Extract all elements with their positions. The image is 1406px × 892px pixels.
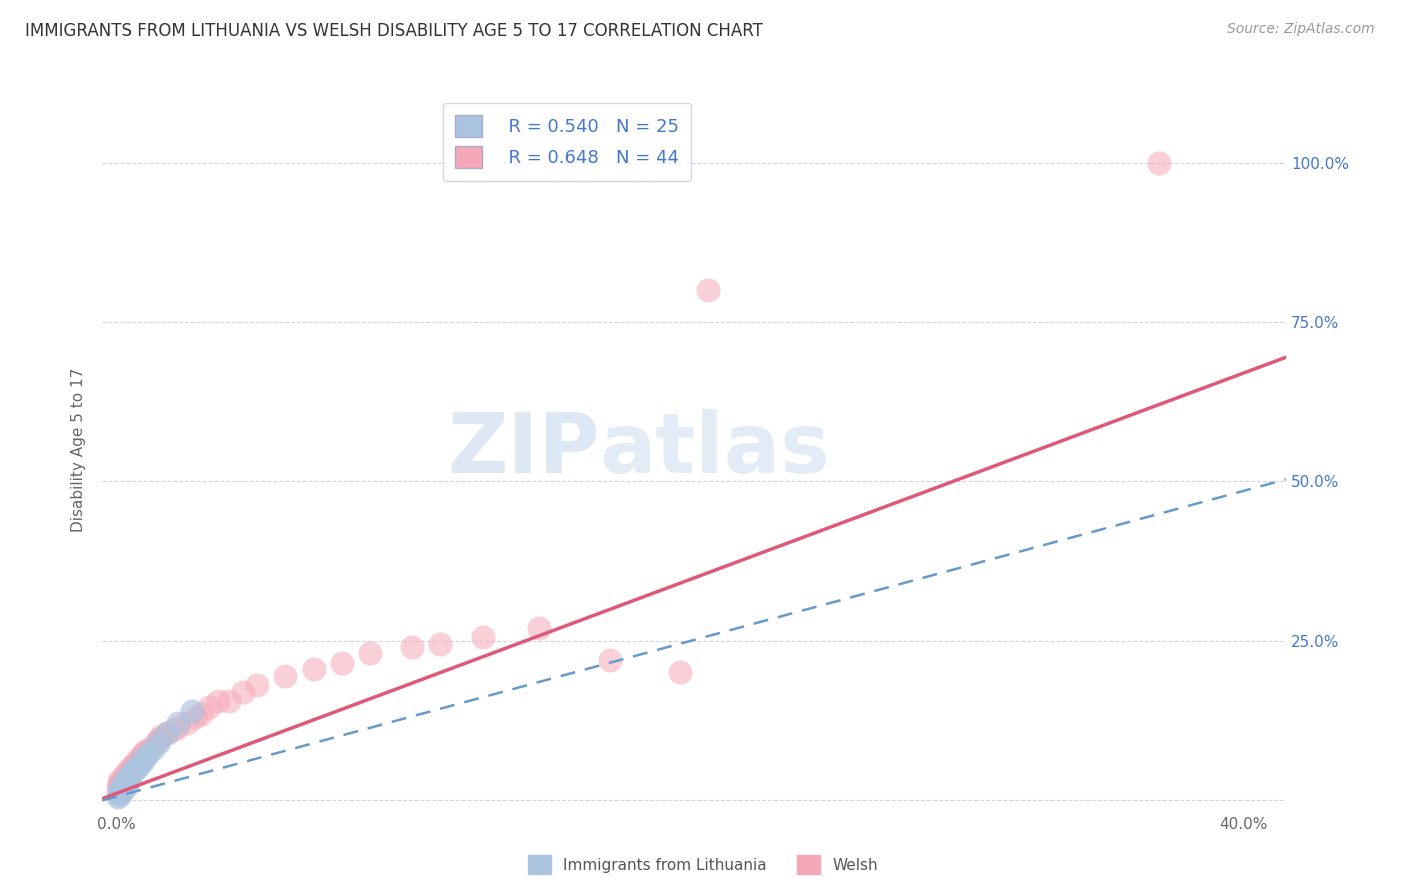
Point xyxy=(181,704,204,718)
Point xyxy=(111,779,134,793)
Point xyxy=(111,781,134,796)
Point xyxy=(117,775,139,789)
Point xyxy=(134,751,156,765)
Point xyxy=(134,745,156,759)
Point xyxy=(107,789,129,804)
Point xyxy=(429,637,451,651)
Text: atlas: atlas xyxy=(599,409,830,490)
Point xyxy=(120,761,142,775)
Point xyxy=(198,700,221,714)
Point xyxy=(162,723,184,737)
Point xyxy=(125,755,148,769)
Point xyxy=(136,748,159,763)
Point xyxy=(401,640,423,654)
Point xyxy=(108,773,131,788)
Point xyxy=(111,783,134,797)
Point xyxy=(207,694,229,708)
Point xyxy=(114,777,136,791)
Point xyxy=(120,767,142,781)
Point xyxy=(108,788,131,802)
Point xyxy=(108,785,131,799)
Point xyxy=(114,773,136,788)
Point xyxy=(122,764,145,778)
Point xyxy=(117,771,139,785)
Point xyxy=(122,757,145,772)
Point xyxy=(218,694,240,708)
Point xyxy=(128,751,150,765)
Point xyxy=(330,656,353,670)
Point xyxy=(150,729,173,743)
Point xyxy=(120,767,142,781)
Legend:   R = 0.540   N = 25,   R = 0.648   N = 44: R = 0.540 N = 25, R = 0.648 N = 44 xyxy=(443,103,692,181)
Point xyxy=(111,771,134,785)
Point xyxy=(148,735,170,749)
Point xyxy=(145,735,167,749)
Point xyxy=(302,662,325,676)
Point xyxy=(110,786,132,800)
Point xyxy=(232,684,254,698)
Point xyxy=(131,755,153,769)
Point xyxy=(669,665,692,680)
Point xyxy=(176,716,198,731)
Point xyxy=(167,720,190,734)
Point xyxy=(125,762,148,776)
Point xyxy=(190,706,212,721)
Point xyxy=(359,646,381,660)
Point xyxy=(114,781,136,796)
Point xyxy=(142,742,165,756)
Point xyxy=(156,726,179,740)
Point xyxy=(156,726,179,740)
Point xyxy=(107,780,129,794)
Legend: Immigrants from Lithuania, Welsh: Immigrants from Lithuania, Welsh xyxy=(522,849,884,880)
Point xyxy=(274,668,297,682)
Point xyxy=(114,773,136,788)
Point xyxy=(128,757,150,772)
Point xyxy=(167,716,190,731)
Point xyxy=(111,777,134,791)
Point xyxy=(471,631,494,645)
Point xyxy=(527,621,550,635)
Text: Source: ZipAtlas.com: Source: ZipAtlas.com xyxy=(1227,22,1375,37)
Point xyxy=(117,764,139,778)
Point xyxy=(139,742,162,756)
Point xyxy=(148,732,170,747)
Text: IMMIGRANTS FROM LITHUANIA VS WELSH DISABILITY AGE 5 TO 17 CORRELATION CHART: IMMIGRANTS FROM LITHUANIA VS WELSH DISAB… xyxy=(25,22,763,40)
Point xyxy=(114,767,136,781)
Point xyxy=(117,771,139,785)
Point xyxy=(108,777,131,791)
Point xyxy=(131,748,153,763)
Point xyxy=(697,283,720,297)
Point xyxy=(120,772,142,787)
Text: ZIP: ZIP xyxy=(447,409,599,490)
Point xyxy=(246,678,269,692)
Point xyxy=(1147,156,1170,170)
Point xyxy=(184,710,207,724)
Y-axis label: Disability Age 5 to 17: Disability Age 5 to 17 xyxy=(72,368,86,532)
Point xyxy=(136,743,159,757)
Point xyxy=(599,653,621,667)
